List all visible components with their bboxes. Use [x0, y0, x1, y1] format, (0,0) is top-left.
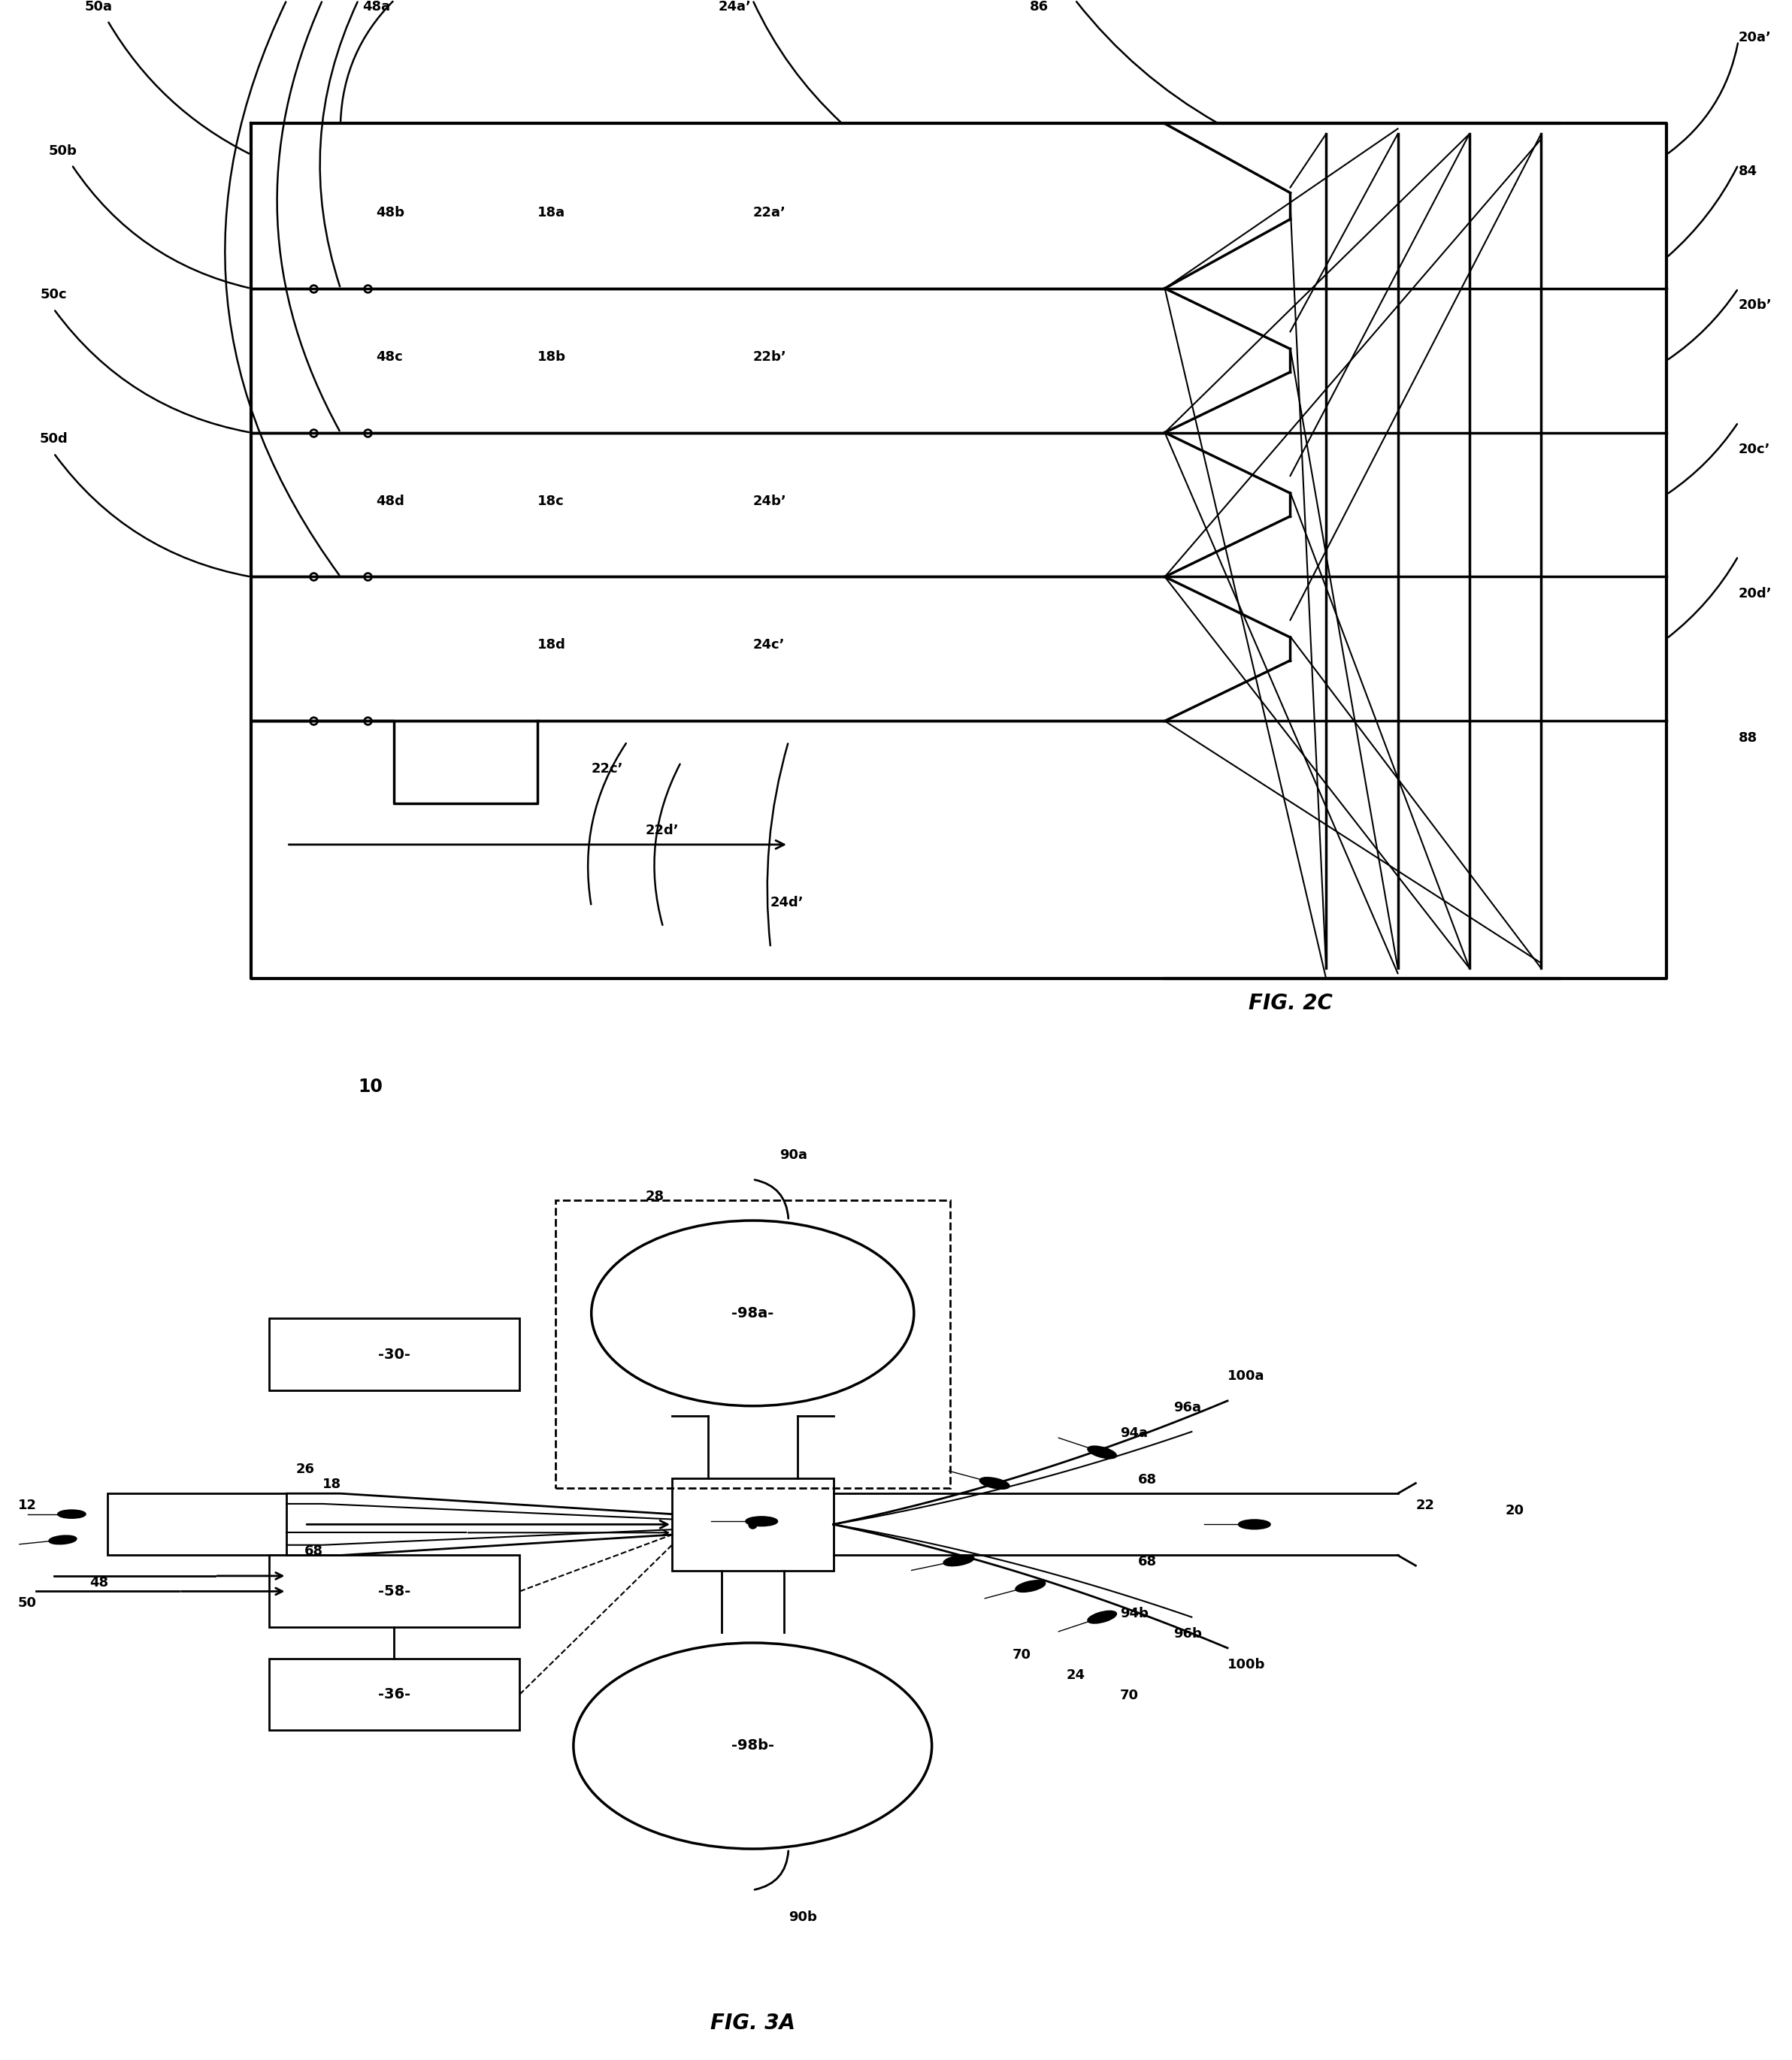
Text: 50a: 50a: [84, 0, 113, 12]
Bar: [269, 1555, 520, 1627]
Text: 20: 20: [1505, 1504, 1523, 1516]
Bar: [556, 1199, 950, 1487]
Bar: [108, 1493, 287, 1555]
Text: 100b: 100b: [1228, 1658, 1265, 1671]
Text: 100a: 100a: [1228, 1370, 1265, 1382]
Text: 18c: 18c: [538, 494, 564, 507]
Text: 20a’: 20a’: [1738, 31, 1770, 43]
Text: 48d: 48d: [376, 494, 405, 507]
Text: 50c: 50c: [41, 288, 66, 301]
Text: 22d’: 22d’: [645, 824, 679, 836]
Text: 90a: 90a: [780, 1147, 808, 1162]
Text: -98a-: -98a-: [731, 1306, 774, 1320]
Ellipse shape: [980, 1477, 1009, 1489]
Text: 50d: 50d: [39, 433, 68, 445]
Text: 10: 10: [358, 1077, 383, 1096]
Text: 24: 24: [1066, 1669, 1084, 1681]
Text: 94a: 94a: [1120, 1426, 1149, 1440]
Text: -98b-: -98b-: [731, 1739, 774, 1753]
Text: 68: 68: [1138, 1473, 1158, 1485]
Text: 48a: 48a: [362, 0, 391, 12]
Ellipse shape: [745, 1516, 778, 1526]
Circle shape: [573, 1644, 932, 1850]
Text: 18b: 18b: [538, 350, 566, 363]
Ellipse shape: [944, 1555, 973, 1566]
Text: 18: 18: [323, 1477, 342, 1491]
Text: 24c’: 24c’: [753, 639, 785, 651]
Bar: [269, 1318, 520, 1390]
Ellipse shape: [1088, 1611, 1116, 1623]
Text: 96a: 96a: [1174, 1401, 1202, 1413]
Text: 20b’: 20b’: [1738, 299, 1772, 311]
Text: -58-: -58-: [378, 1584, 410, 1599]
Text: 84: 84: [1738, 165, 1758, 177]
Text: 22a’: 22a’: [753, 206, 785, 218]
Text: 90b: 90b: [788, 1910, 817, 1924]
Text: 86: 86: [1030, 0, 1048, 12]
Text: 68: 68: [305, 1545, 324, 1557]
Text: 28: 28: [645, 1189, 665, 1203]
Text: 68: 68: [1138, 1555, 1158, 1568]
Text: 24d’: 24d’: [771, 896, 805, 908]
Ellipse shape: [1238, 1520, 1271, 1529]
Text: 22b’: 22b’: [753, 350, 787, 363]
Text: 26: 26: [296, 1463, 314, 1475]
Text: 48b: 48b: [376, 206, 405, 218]
Text: 48c: 48c: [376, 350, 403, 363]
Text: 48: 48: [90, 1576, 109, 1588]
Text: 70: 70: [1120, 1689, 1138, 1702]
Text: 96b: 96b: [1174, 1627, 1202, 1640]
Text: 22c’: 22c’: [591, 762, 624, 775]
Text: -30-: -30-: [378, 1347, 410, 1362]
Text: 50: 50: [18, 1596, 36, 1609]
Text: 50b: 50b: [48, 144, 77, 157]
Text: 24a’: 24a’: [719, 0, 751, 12]
Text: 18d: 18d: [538, 639, 566, 651]
Text: 18a: 18a: [538, 206, 566, 218]
Text: 20c’: 20c’: [1738, 443, 1770, 455]
Ellipse shape: [57, 1510, 86, 1518]
Text: 94b: 94b: [1120, 1607, 1149, 1619]
Text: 70: 70: [1012, 1648, 1030, 1660]
Bar: [269, 1658, 520, 1730]
Ellipse shape: [1016, 1580, 1045, 1592]
Text: -36-: -36-: [378, 1687, 410, 1702]
Text: 12: 12: [18, 1498, 36, 1512]
Text: FIG. 2C: FIG. 2C: [1249, 993, 1331, 1014]
Circle shape: [591, 1220, 914, 1407]
Ellipse shape: [48, 1535, 77, 1545]
Text: 20d’: 20d’: [1738, 587, 1772, 599]
Ellipse shape: [1088, 1446, 1116, 1458]
Text: 22: 22: [1416, 1498, 1434, 1512]
Text: 88: 88: [1738, 731, 1758, 744]
Bar: [672, 1479, 833, 1570]
Text: FIG. 3A: FIG. 3A: [710, 2013, 796, 2033]
Text: 24b’: 24b’: [753, 494, 787, 507]
